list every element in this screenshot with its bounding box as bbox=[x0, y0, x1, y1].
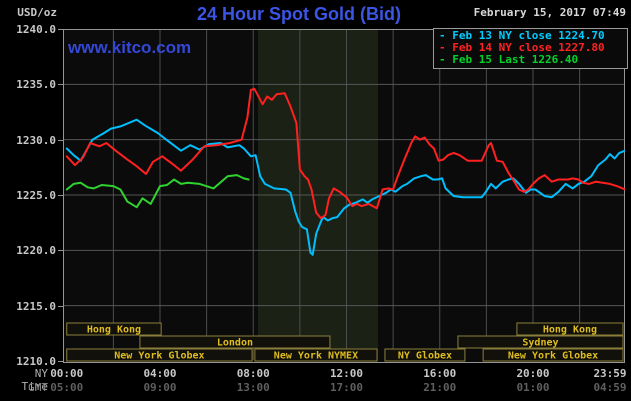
session-box bbox=[66, 322, 162, 336]
gmt-tick-label: 01:00 bbox=[516, 381, 550, 394]
y-tick-label: 1210.0 bbox=[16, 355, 56, 368]
gmt-tick-label: 17:00 bbox=[329, 381, 364, 394]
kitco-watermark-link[interactable]: www.kitco.com bbox=[68, 38, 192, 57]
y-tick-label: 1225.0 bbox=[16, 189, 56, 202]
y-tick-label: 1230.0 bbox=[16, 133, 56, 147]
session-label: Sydney bbox=[522, 338, 558, 349]
session-label: New York Globex bbox=[114, 351, 204, 362]
ny-time-tick-label: 23:59 bbox=[593, 367, 627, 380]
series-feb-14-line bbox=[65, 87, 625, 220]
legend-entry-label: Feb 15 Last 1226.40 bbox=[452, 53, 579, 66]
session-box bbox=[254, 348, 378, 362]
plot-border bbox=[63, 29, 625, 363]
legend-entry: - Feb 13 NY close 1224.70 bbox=[434, 30, 627, 42]
session-box bbox=[516, 322, 624, 336]
ny-time-tick-label: 08:00 bbox=[236, 367, 270, 380]
gmt-tick-label: 04:59 bbox=[593, 381, 627, 394]
y-tick-mark bbox=[58, 361, 63, 362]
session-box bbox=[482, 348, 624, 362]
ny-time-tick-label: 04:00 bbox=[143, 367, 177, 380]
gmt-tick-label: 09:00 bbox=[143, 381, 177, 394]
session-box bbox=[457, 335, 624, 349]
session-label: NY Globex bbox=[398, 351, 452, 362]
legend-entry-label: Feb 13 NY close 1224.70 bbox=[452, 29, 605, 42]
y-tick-label: 1240.0 bbox=[16, 23, 56, 36]
legend-dash-icon: - bbox=[439, 53, 453, 66]
plot-area: Hong Kong Hong Kong London Sydney New York G… bbox=[63, 29, 625, 363]
session-box bbox=[384, 348, 466, 362]
gmt-row-label: GMT bbox=[28, 381, 48, 394]
y-axis-unit-label: USD/oz bbox=[17, 6, 57, 19]
chart-timestamp: February 15, 2017 07:49 bbox=[473, 6, 626, 19]
y-tick-mark bbox=[58, 250, 63, 252]
y-tick-label: 1220.0 bbox=[16, 244, 56, 258]
series-feb-15-line bbox=[65, 174, 250, 209]
y-tick-label: 1215.0 bbox=[16, 299, 56, 313]
ny-time-row-label: NY Time bbox=[21, 367, 49, 393]
gmt-tick-label: 13:00 bbox=[236, 381, 270, 394]
session-box bbox=[66, 348, 253, 362]
gmt-tick-label: 21:00 bbox=[423, 381, 457, 394]
session-label: New York Globex bbox=[508, 351, 598, 362]
session-label: Hong Kong bbox=[87, 325, 141, 336]
y-tick-mark bbox=[58, 305, 63, 307]
legend-entry-label: Feb 14 NY close 1227.80 bbox=[452, 41, 605, 54]
page-title: 24 Hour Spot Gold (Bid) bbox=[197, 4, 401, 24]
gmt-tick-label: 05:00 bbox=[50, 381, 84, 394]
session-box bbox=[139, 335, 331, 349]
y-tick-mark bbox=[58, 195, 63, 196]
y-tick-mark bbox=[58, 139, 63, 141]
legend-entry: - Feb 14 NY close 1227.80 bbox=[434, 42, 627, 54]
y-tick-mark bbox=[58, 29, 63, 30]
session-label: New York NYMEX bbox=[274, 351, 358, 362]
ny-time-tick-label: 16:00 bbox=[423, 367, 457, 380]
legend-dash-icon: - bbox=[439, 29, 453, 42]
y-tick-mark bbox=[58, 84, 63, 86]
legend-box: - Feb 13 NY close 1224.70- Feb 14 NY clo… bbox=[433, 28, 628, 69]
session-label: Hong Kong bbox=[543, 325, 597, 336]
ny-time-tick-label: 00:00 bbox=[50, 367, 84, 380]
legend-entry: - Feb 15 Last 1226.40 bbox=[434, 54, 627, 66]
legend-dash-icon: - bbox=[439, 41, 453, 54]
session-label: London bbox=[217, 338, 253, 349]
ny-time-tick-label: 20:00 bbox=[516, 367, 550, 380]
y-tick-label: 1235.0 bbox=[16, 78, 56, 92]
ny-time-tick-label: 12:00 bbox=[329, 367, 364, 380]
